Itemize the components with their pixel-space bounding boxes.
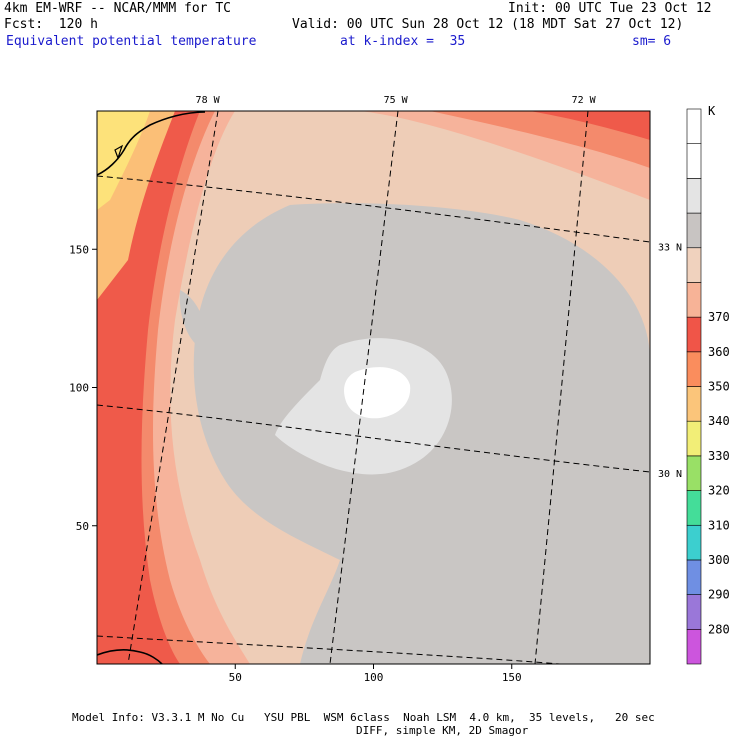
meridian-75w [329, 111, 399, 664]
latitude-label: 30 N [658, 469, 682, 480]
field-layer [97, 111, 650, 664]
parallel-30n [97, 404, 650, 473]
coastline-inlet [114, 144, 124, 160]
x-tick-label: 150 [502, 671, 522, 684]
meridian-72w [534, 111, 589, 664]
init-time: Init: 00 UTC Tue 23 Oct 12 [508, 1, 712, 16]
colorbar-swatch [686, 212, 702, 249]
colorbar-swatch [686, 386, 702, 422]
y-tick-label: 150 [69, 243, 89, 256]
colorbar-label: 360 [708, 345, 730, 359]
longitude-label: 72 W [572, 95, 597, 106]
colorbar-label: 280 [708, 622, 730, 636]
longitude-label: 78 W [196, 95, 221, 106]
colorbar-swatch [686, 178, 702, 214]
model-info-line1: Model Info: V3.3.1 M No Cu YSU PBL WSM 6… [72, 711, 655, 724]
colorbar-swatch [686, 524, 702, 561]
parallel-33n [97, 175, 650, 243]
colorbar-label: 350 [708, 380, 730, 394]
shade-340-south [97, 600, 160, 664]
colorbar-label: 290 [708, 588, 730, 602]
colorbar-swatch [686, 316, 702, 353]
colorbar-label: 370 [708, 310, 730, 324]
field-name: Equivalent potential temperature [6, 34, 257, 49]
colorbar-label: 340 [708, 414, 730, 428]
colorbar-label: 310 [708, 518, 730, 532]
x-tick-label: 50 [229, 671, 242, 684]
colorbar-swatch [686, 594, 702, 630]
shade-320-coast [97, 111, 150, 210]
colorbar-label: 320 [708, 484, 730, 498]
colorbar-swatch [686, 247, 702, 283]
shade-345-northeast [430, 111, 650, 168]
smoothing-info: sm= 6 [632, 34, 672, 49]
shade-370-center [344, 367, 411, 419]
level-info: at k-index = 35 [340, 34, 466, 49]
colorbar-swatch [686, 108, 702, 144]
colorbar-swatch [686, 490, 702, 526]
colorbar-unit: K [708, 104, 716, 118]
model-info-line2: DIFF, simple KM, 2D Smagor [356, 724, 529, 737]
longitude-label: 75 W [384, 95, 409, 106]
coastline-south [97, 649, 163, 664]
meridian-78w [127, 111, 219, 664]
y-tick-label: 50 [76, 520, 89, 533]
colorbar-swatch [686, 559, 702, 595]
colorbar-swatch [686, 143, 702, 179]
model-title: 4km EM-WRF -- NCAR/MMM for TC [4, 1, 231, 16]
x-tick-label: 100 [364, 671, 384, 684]
parallel-27n [97, 635, 561, 664]
colorbar-swatch [686, 420, 702, 457]
forecast-hour: Fcst: 120 h [4, 17, 98, 32]
coastline-north [97, 111, 206, 176]
y-tick-label: 100 [69, 382, 89, 395]
colorbar-swatch [686, 629, 702, 665]
colorbar-label: 300 [708, 553, 730, 567]
colorbar-swatch [686, 282, 702, 318]
valid-time: Valid: 00 UTC Sun 28 Oct 12 (18 MDT Sat … [292, 17, 684, 32]
colorbar-swatch [686, 351, 702, 387]
latitude-label: 33 N [658, 242, 682, 253]
shade-360-west-band [179, 290, 207, 350]
shade-350-north [97, 111, 650, 200]
shade-340-northeast [530, 111, 650, 140]
colorbar-swatch [686, 455, 702, 491]
colorbar-label: 330 [708, 449, 730, 463]
